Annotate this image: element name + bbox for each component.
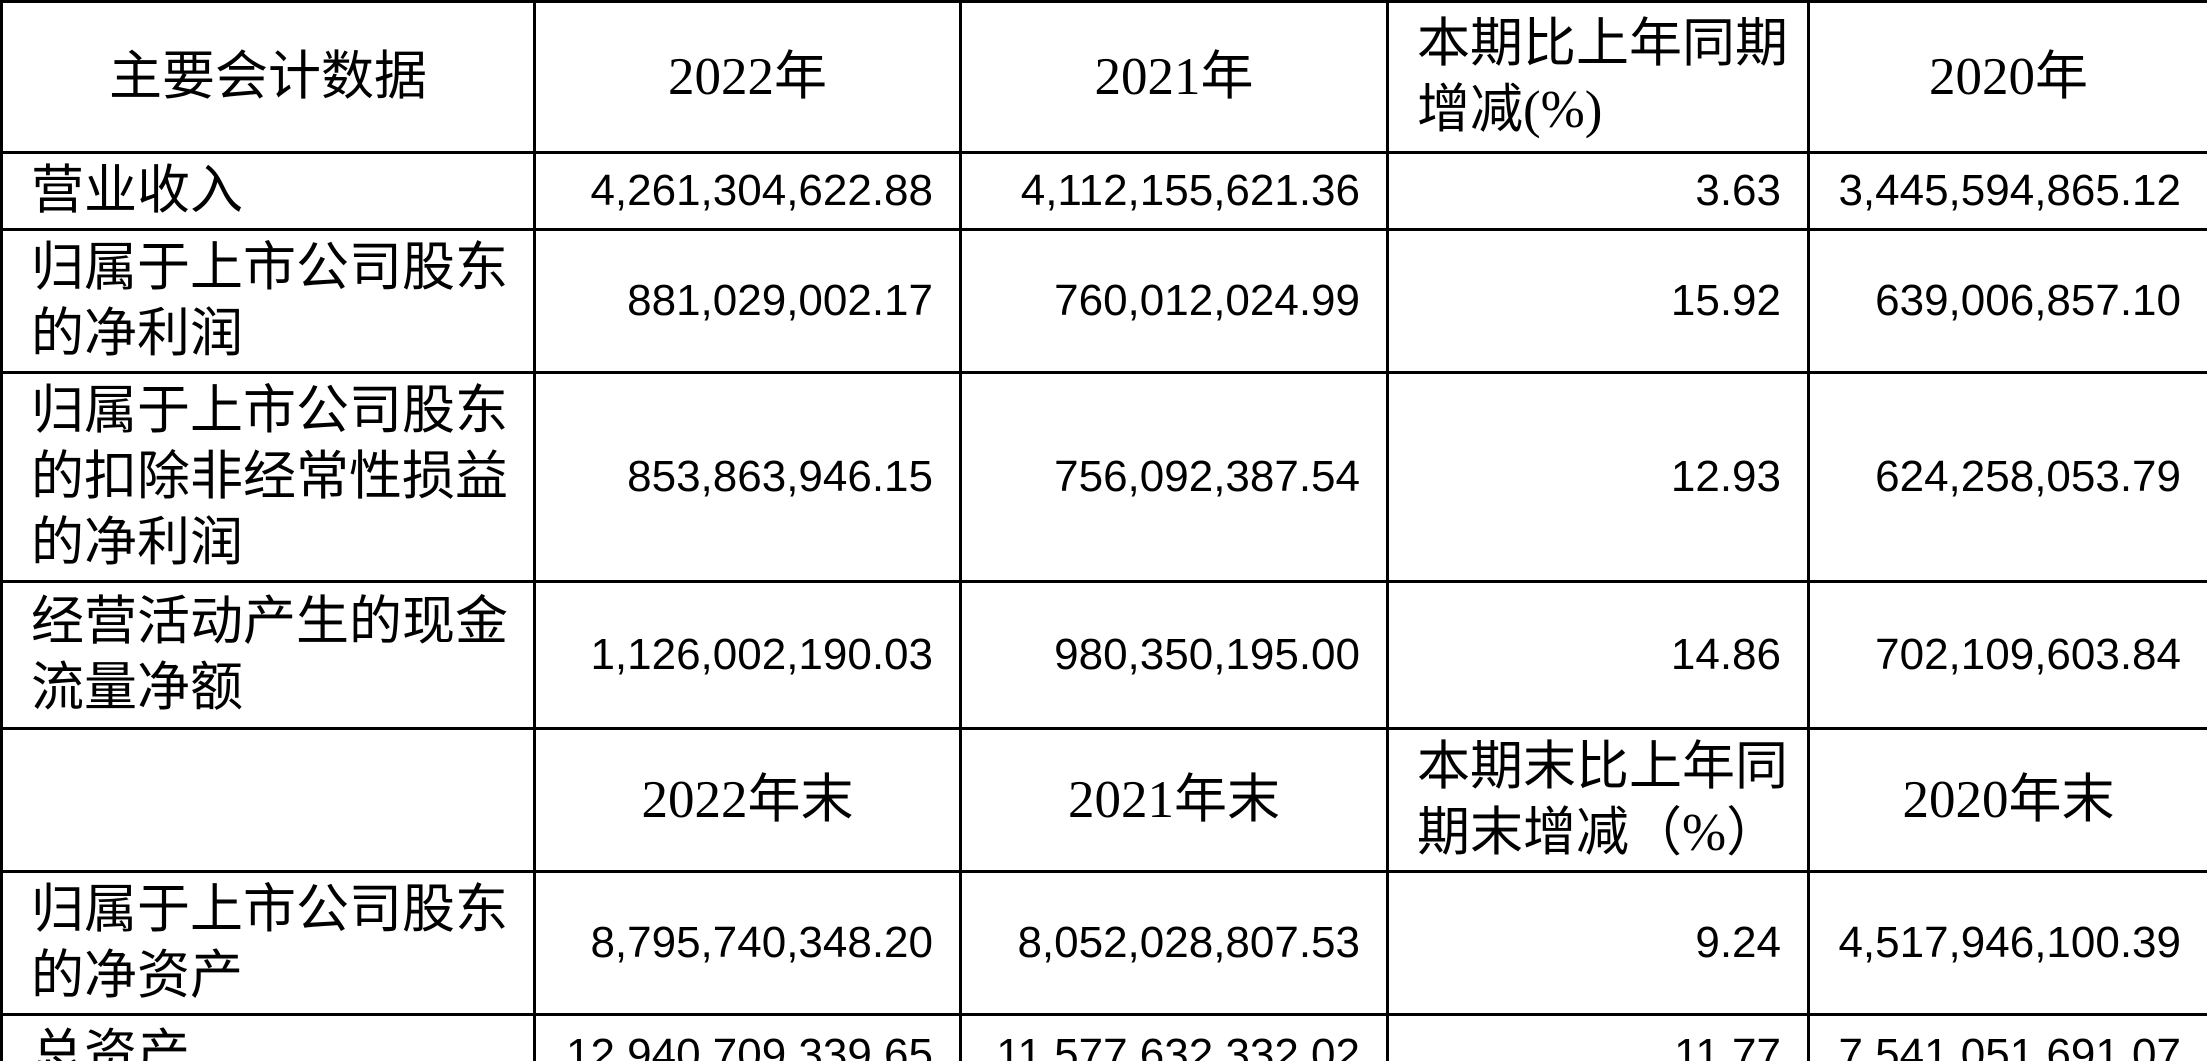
value-2021: 760,012,024.99 <box>959 228 1389 374</box>
col-header-2021: 2021年 <box>959 0 1389 154</box>
value-change-pct: 9.24 <box>1386 870 1810 1016</box>
value-change-pct: 15.92 <box>1386 228 1810 374</box>
col-header-2020-end: 2020年末 <box>1807 727 2207 873</box>
value-2021: 756,092,387.54 <box>959 371 1389 583</box>
table-row-net-profit-excl-nonrecurring: 归属于上市公司股东 的扣除非经常性损益 的净利润 853,863,946.15 … <box>0 371 2207 583</box>
value-change-pct: 3.63 <box>1386 151 1810 231</box>
row-label: 营业收入 <box>0 151 536 231</box>
value-change-pct: 12.93 <box>1386 371 1810 583</box>
value-change-pct: 11.77 <box>1386 1013 1810 1061</box>
row-label: 经营活动产生的现金 流量净额 <box>0 580 536 730</box>
value-2022: 1,126,002,190.03 <box>533 580 962 730</box>
value-2022-end: 12,940,709,339.65 <box>533 1013 962 1061</box>
col-header-2022: 2022年 <box>533 0 962 154</box>
col-header-metric: 主要会计数据 <box>0 0 536 154</box>
table-row-operating-cash-flow: 经营活动产生的现金 流量净额 1,126,002,190.03 980,350,… <box>0 580 2207 730</box>
value-2020: 702,109,603.84 <box>1807 580 2207 730</box>
value-2020: 639,006,857.10 <box>1807 228 2207 374</box>
value-2022-end: 8,795,740,348.20 <box>533 870 962 1016</box>
value-2021: 980,350,195.00 <box>959 580 1389 730</box>
row-label: 归属于上市公司股东 的净利润 <box>0 228 536 374</box>
table-row-total-assets: 总资产 12,940,709,339.65 11,577,632,332.02 … <box>0 1013 2207 1061</box>
value-2020-end: 4,517,946,100.39 <box>1807 870 2207 1016</box>
value-2022: 4,261,304,622.88 <box>533 151 962 231</box>
col-header-2020: 2020年 <box>1807 0 2207 154</box>
col-header-blank <box>0 727 536 873</box>
value-2022: 881,029,002.17 <box>533 228 962 374</box>
row-label: 总资产 <box>0 1013 536 1061</box>
header-row-annual: 主要会计数据 2022年 2021年 本期比上年同期 增减(%) 2020年 <box>0 0 2207 154</box>
value-2021-end: 11,577,632,332.02 <box>959 1013 1389 1061</box>
table-row-net-assets-attributable: 归属于上市公司股东 的净资产 8,795,740,348.20 8,052,02… <box>0 870 2207 1016</box>
value-2020: 3,445,594,865.12 <box>1807 151 2207 231</box>
value-2020: 624,258,053.79 <box>1807 371 2207 583</box>
value-change-pct: 14.86 <box>1386 580 1810 730</box>
value-2020-end: 7,541,051,691.07 <box>1807 1013 2207 1061</box>
value-2022: 853,863,946.15 <box>533 371 962 583</box>
table-row-operating-revenue: 营业收入 4,261,304,622.88 4,112,155,621.36 3… <box>0 151 2207 231</box>
col-header-end-change-pct: 本期末比上年同 期末增减（%） <box>1386 727 1810 873</box>
value-2021-end: 8,052,028,807.53 <box>959 870 1389 1016</box>
col-header-2021-end: 2021年末 <box>959 727 1389 873</box>
row-label: 归属于上市公司股东 的扣除非经常性损益 的净利润 <box>0 371 536 583</box>
value-2021: 4,112,155,621.36 <box>959 151 1389 231</box>
header-row-period-end: 2022年末 2021年末 本期末比上年同 期末增减（%） 2020年末 <box>0 727 2207 873</box>
col-header-2022-end: 2022年末 <box>533 727 962 873</box>
table-row-net-profit-attributable: 归属于上市公司股东 的净利润 881,029,002.17 760,012,02… <box>0 228 2207 374</box>
col-header-change-pct: 本期比上年同期 增减(%) <box>1386 0 1810 154</box>
row-label: 归属于上市公司股东 的净资产 <box>0 870 536 1016</box>
